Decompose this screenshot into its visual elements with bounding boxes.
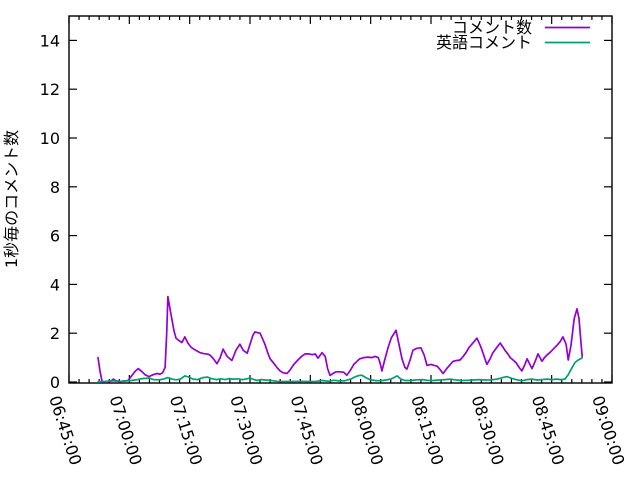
x-tick-label: 07:15:00 [166, 393, 206, 467]
y-tick-label: 14 [40, 31, 60, 50]
plot-area: 06:45:00 07:00:00 07:15:00 07:30:00 07:45:00… [40, 15, 628, 468]
x-tick-label: 08:45:00 [528, 393, 568, 467]
y-tick-label: 2 [50, 324, 60, 343]
legend: コメント数 英語コメント [436, 18, 590, 52]
x-tick-label: 08:30:00 [468, 393, 508, 467]
y-tick-label: 4 [50, 275, 60, 294]
series-line-1 [97, 356, 584, 383]
series-line-0 [97, 295, 584, 383]
x-tick-label: 07:30:00 [226, 393, 266, 467]
x-tick-label: 07:45:00 [287, 393, 327, 467]
legend-label-english-comments: 英語コメント [436, 33, 532, 52]
plot-frame [68, 15, 613, 384]
y-tick-label: 10 [40, 129, 60, 148]
y-tick-label: 6 [50, 227, 60, 246]
y-tick-label: 12 [40, 80, 60, 99]
x-tick-label: 08:00:00 [347, 393, 387, 467]
y-tick-label: 0 [50, 373, 60, 392]
x-tick-label: 07:00:00 [106, 393, 146, 467]
x-tick-label: 06:45:00 [45, 393, 85, 467]
x-tick-label: 08:15:00 [407, 393, 447, 467]
legend-label-comments: コメント数 [452, 18, 532, 37]
y-axis-title: 1秒毎のコメント数 [2, 130, 21, 268]
x-tick-label: 09:00:00 [588, 393, 628, 467]
y-tick-label: 8 [50, 178, 60, 197]
